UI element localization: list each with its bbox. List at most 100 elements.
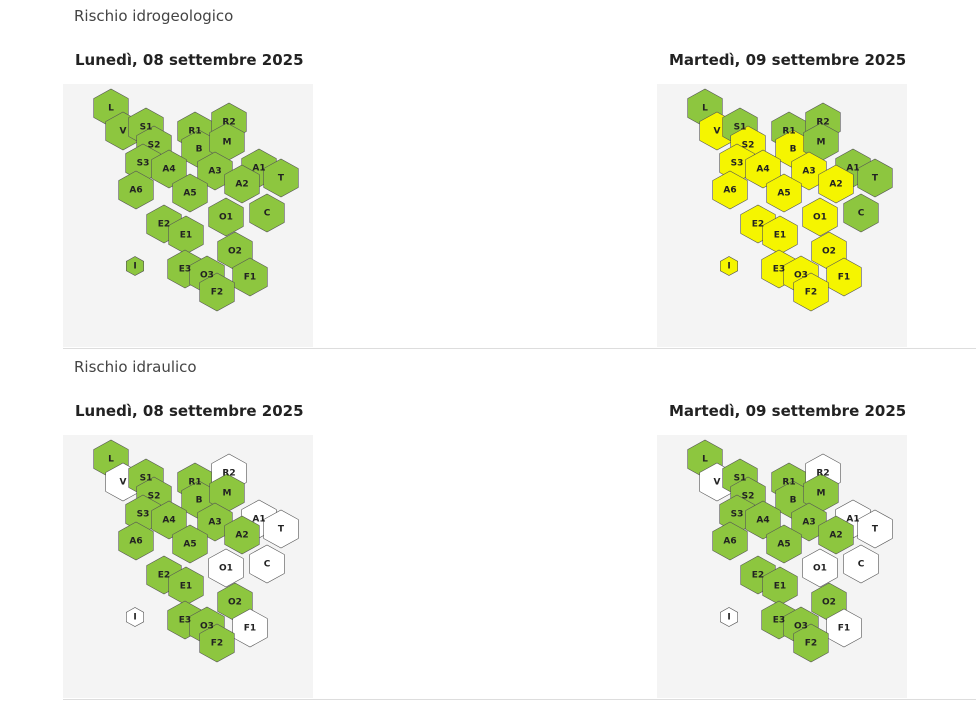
date-heading: Martedì, 09 settembre 2025 [669, 51, 907, 69]
zone-label: S2 [148, 492, 161, 502]
zone-label: M [223, 138, 232, 148]
zone-label: I [727, 262, 730, 272]
zone [818, 515, 854, 555]
zone [199, 623, 235, 663]
zone [208, 548, 244, 588]
zone [172, 524, 208, 564]
zone [745, 149, 781, 189]
zone-label: F1 [838, 624, 850, 634]
zone-label: V [120, 478, 127, 488]
zone-label: O2 [228, 598, 242, 608]
zone-label: O3 [200, 271, 214, 281]
map-panel: L V S1 S2 S3 R1 R2 B M A4 A3 A1 T A6 A5 A2 C O1 E2 E1 O2 I E3 O… [63, 84, 313, 347]
zone-label: T [872, 525, 879, 535]
zone-label: S1 [734, 123, 747, 133]
zone [125, 607, 144, 627]
zone [793, 272, 829, 312]
zone-label: A4 [756, 165, 769, 175]
zone [232, 257, 268, 297]
zone-label: A6 [129, 186, 142, 196]
zone-label: B [196, 496, 203, 506]
zone-label: R2 [816, 118, 829, 128]
zone [712, 521, 748, 561]
zone-label: S1 [140, 123, 153, 133]
zone-label: O3 [794, 271, 808, 281]
zone-label: S3 [137, 159, 150, 169]
zone-label: M [817, 138, 826, 148]
zone-label: E1 [774, 582, 786, 592]
zone [791, 151, 827, 191]
zone [745, 500, 781, 540]
zone-label: S2 [742, 492, 755, 502]
zone [857, 158, 893, 198]
zone-label: R1 [782, 127, 795, 137]
zone-label: A1 [846, 515, 859, 525]
section-title: Rischio idraulico [74, 358, 197, 376]
zone-label: F1 [244, 273, 256, 283]
zone [263, 509, 299, 549]
zone [826, 608, 862, 648]
zone-label: A3 [208, 518, 221, 528]
zone-label: B [196, 145, 203, 155]
zone-label: A6 [129, 537, 142, 547]
zone [232, 608, 268, 648]
separator [63, 348, 976, 349]
zone-label: R2 [222, 469, 235, 479]
zone-label: R2 [816, 469, 829, 479]
zone [826, 257, 862, 297]
zone-label: L [108, 455, 114, 465]
zone [197, 151, 233, 191]
zone-label: B [790, 496, 797, 506]
zone [263, 158, 299, 198]
zone-label: E2 [752, 220, 764, 230]
zone-label: F1 [838, 273, 850, 283]
date-heading: Lunedì, 08 settembre 2025 [75, 402, 304, 420]
zone-label: F2 [805, 639, 817, 649]
zone-label: T [278, 525, 285, 535]
map-panel: L V S1 S2 S3 R1 R2 B M A4 A3 A1 T A6 A5 A2 C O1 E2 E1 O2 I E3 O… [657, 435, 907, 698]
zone [857, 509, 893, 549]
zone [843, 193, 879, 233]
map-panel: L V S1 S2 S3 R1 R2 B M A4 A3 A1 T A6 A5 A2 C O1 E2 E1 O2 I E3 O… [657, 84, 907, 347]
zone-label: E1 [180, 582, 192, 592]
zone-label: E2 [752, 571, 764, 581]
zone [151, 149, 187, 189]
zone-label: R1 [782, 478, 795, 488]
zone-label: E2 [158, 220, 170, 230]
zone [766, 524, 802, 564]
zone-label: L [702, 455, 708, 465]
zone-label: S2 [148, 141, 161, 151]
zone [712, 170, 748, 210]
zone-label: A3 [802, 167, 815, 177]
zone [249, 193, 285, 233]
separator [63, 699, 976, 700]
zone [224, 164, 260, 204]
zone-label: S2 [742, 141, 755, 151]
zone [843, 544, 879, 584]
zone-label: O1 [219, 564, 233, 574]
zone [125, 256, 144, 276]
zone [249, 544, 285, 584]
zone-label: A2 [829, 180, 842, 190]
zone-label: C [264, 209, 271, 219]
zone [172, 173, 208, 213]
zone-label: I [727, 613, 730, 623]
zone-label: A3 [802, 518, 815, 528]
zone-label: A6 [723, 186, 736, 196]
zone-label: V [120, 127, 127, 137]
map: L V S1 S2 S3 R1 R2 B M A4 A3 A1 T A6 A5 A2 C O1 E2 E1 O2 I E3 O… [93, 439, 299, 663]
zone-label: A5 [777, 540, 790, 550]
map: L V S1 S2 S3 R1 R2 B M A4 A3 A1 T A6 A5 A2 C O1 E2 E1 O2 I E3 O… [687, 88, 893, 312]
zone-label: L [108, 104, 114, 114]
zone [719, 256, 738, 276]
zone-label: O3 [794, 622, 808, 632]
date-heading: Martedì, 09 settembre 2025 [669, 402, 907, 420]
zone-label: A2 [235, 180, 248, 190]
zone-label: C [264, 560, 271, 570]
zone-label: O1 [219, 213, 233, 223]
zone-label: O2 [228, 247, 242, 257]
zone-label: A5 [777, 189, 790, 199]
zone-label: A4 [756, 516, 769, 526]
zone-label: O2 [822, 598, 836, 608]
zone-label: A1 [252, 164, 265, 174]
